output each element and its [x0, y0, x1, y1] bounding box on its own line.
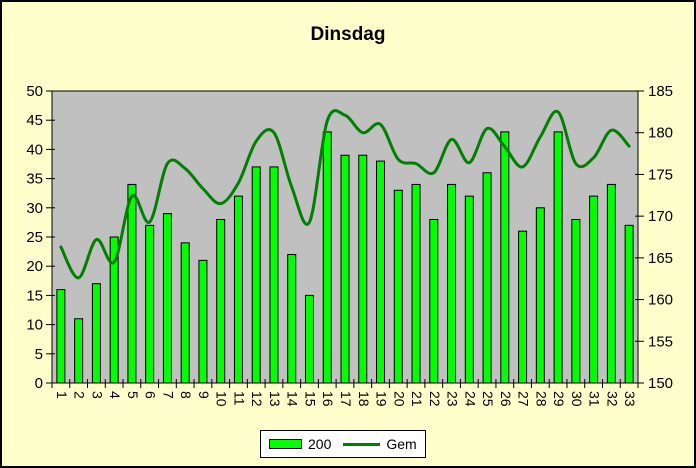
x-axis-label: 31	[587, 391, 603, 407]
bar	[482, 172, 492, 384]
bar	[251, 166, 261, 384]
x-axis-label: 25	[480, 391, 496, 407]
right-axis-label: 165	[648, 250, 673, 267]
left-axis-label: 5	[35, 346, 43, 363]
bar	[429, 218, 439, 384]
x-axis-label: 12	[249, 391, 265, 407]
bar	[180, 242, 190, 384]
x-axis-label: 15	[302, 391, 318, 407]
x-axis-label: 5	[125, 391, 141, 399]
x-axis-label: 26	[498, 391, 514, 407]
gem-line	[59, 109, 631, 280]
right-axis-label: 185	[648, 83, 673, 100]
bar	[553, 131, 563, 384]
bar	[56, 289, 66, 384]
bar	[162, 213, 172, 384]
right-axis-label: 155	[648, 333, 673, 350]
bar	[606, 183, 616, 384]
x-axis-label: 18	[356, 391, 372, 407]
left-axis-label: 0	[35, 375, 43, 392]
x-axis-label: 8	[178, 391, 194, 399]
bar	[340, 154, 350, 384]
x-axis-label: 29	[551, 391, 567, 407]
bar	[464, 195, 474, 384]
legend-label-bars: 200	[308, 436, 332, 452]
bar	[74, 318, 84, 384]
bar	[145, 224, 155, 384]
left-axis-label: 35	[26, 171, 43, 188]
left-axis-label: 40	[26, 141, 43, 158]
x-axis-label: 2	[72, 391, 88, 399]
right-axis-label: 175	[648, 166, 673, 183]
right-axis-label: 180	[648, 125, 673, 142]
chart-title: Dinsdag	[310, 24, 386, 45]
x-axis-label: 10	[214, 391, 230, 407]
right-axis-label: 170	[648, 208, 673, 225]
bar	[376, 160, 386, 384]
bar	[233, 195, 243, 384]
bar	[393, 189, 403, 384]
legend-line-swatch	[343, 442, 381, 446]
left-axis-label: 25	[26, 229, 43, 246]
bar	[358, 154, 368, 384]
bar	[109, 236, 119, 384]
legend-bar-swatch	[269, 439, 302, 449]
x-axis-label: 32	[604, 391, 620, 407]
x-axis-label: 3	[89, 391, 105, 399]
x-axis-label: 22	[427, 391, 443, 407]
bar	[447, 183, 457, 384]
x-axis-label: 24	[462, 391, 478, 407]
legend: 200 Gem	[260, 430, 426, 458]
left-axis-label: 15	[26, 287, 43, 304]
bar	[127, 183, 137, 384]
bar	[322, 131, 332, 384]
bar	[518, 230, 528, 384]
bar	[216, 218, 226, 384]
x-axis-label: 23	[445, 391, 461, 407]
x-axis-label: 21	[409, 391, 425, 407]
right-axis-label: 160	[648, 292, 673, 309]
x-axis-label: 30	[569, 391, 585, 407]
x-axis-label: 19	[374, 391, 390, 407]
x-axis-label: 6	[143, 391, 159, 399]
x-axis-label: 33	[622, 391, 638, 407]
right-axis-label: 150	[648, 375, 673, 392]
left-axis-label: 20	[26, 258, 43, 275]
left-axis-label: 50	[26, 83, 43, 100]
bar	[571, 218, 581, 384]
bar	[91, 283, 101, 384]
x-axis-label: 13	[267, 391, 283, 407]
x-axis-label: 4	[107, 391, 123, 399]
x-axis-label: 9	[196, 391, 212, 399]
bar	[411, 183, 421, 384]
legend-label-line: Gem	[386, 436, 417, 452]
x-axis-label: 11	[231, 391, 247, 406]
bar	[589, 195, 599, 384]
bar	[304, 294, 314, 384]
x-axis-label: 1	[54, 391, 70, 399]
x-axis-label: 27	[516, 391, 532, 407]
bar	[269, 166, 279, 384]
x-axis-label: 20	[391, 391, 407, 407]
bar	[535, 207, 545, 384]
x-axis-label: 28	[533, 391, 549, 407]
bar	[198, 259, 208, 384]
x-axis-label: 14	[285, 391, 301, 407]
bar	[500, 131, 510, 384]
left-axis-label: 30	[26, 200, 43, 217]
x-axis-label: 17	[338, 391, 354, 407]
left-axis-label: 10	[26, 317, 43, 334]
x-axis-label: 7	[160, 391, 176, 399]
left-axis-label: 45	[26, 112, 43, 129]
x-axis-label: 16	[320, 391, 336, 407]
bar	[287, 254, 297, 384]
bar	[624, 224, 634, 384]
